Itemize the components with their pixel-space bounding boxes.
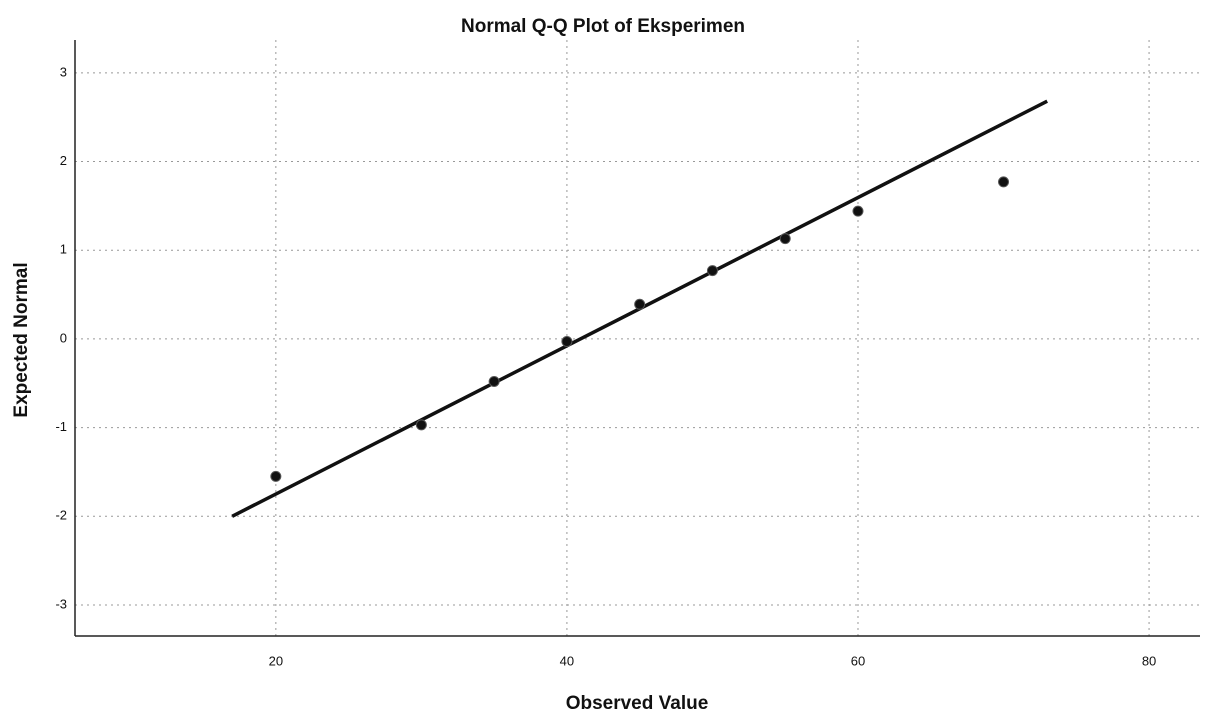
y-tick-label: -2	[55, 508, 67, 523]
point	[561, 336, 573, 348]
y-tick-label: -3	[55, 596, 67, 611]
point	[488, 375, 500, 387]
point	[415, 419, 427, 431]
y-tick-label: 0	[60, 330, 67, 345]
point	[270, 470, 282, 482]
y-tick-label: 3	[60, 64, 67, 79]
point	[779, 233, 791, 245]
point	[634, 298, 646, 310]
x-tick-label: 60	[851, 653, 865, 668]
point	[852, 205, 864, 217]
y-tick-label: -1	[55, 419, 67, 434]
x-tick-label: 80	[1142, 653, 1156, 668]
chart-title: Normal Q-Q Plot of Eksperimen	[461, 16, 745, 37]
y-tick-label: 1	[60, 242, 67, 257]
x-axis-title: Observed Value	[566, 693, 709, 714]
point	[706, 265, 718, 277]
x-tick-label: 20	[269, 653, 283, 668]
x-tick-label: 40	[560, 653, 574, 668]
y-tick-label: 2	[60, 153, 67, 168]
y-axis-title: Expected Normal	[11, 262, 32, 417]
point	[998, 176, 1010, 188]
